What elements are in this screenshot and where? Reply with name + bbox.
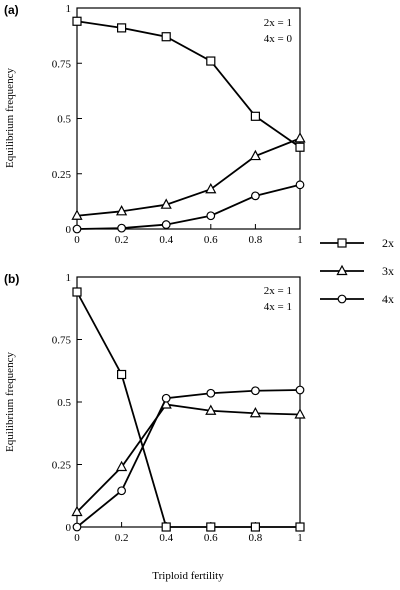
panel-a-series-2x-point — [206, 56, 216, 66]
panel-a-series-4x-point — [117, 223, 126, 233]
panel-b-series-3x-point — [205, 404, 217, 415]
panel-a-series-2x-line — [76, 20, 301, 148]
panel-a-series-2x-point — [116, 23, 127, 33]
panel-a-param-2x: 2x = 1 — [264, 17, 292, 29]
legend-3x-marker — [336, 264, 348, 276]
panel-a-param-4x: 4x = 0 — [264, 33, 293, 45]
panel-a-series-4x-point — [161, 220, 171, 229]
panel-b-param-2x: 2x = 1 — [264, 285, 292, 297]
panel-a-series-3x-point — [205, 182, 217, 194]
panel-b-series-3x-point — [294, 408, 306, 419]
panel-a-series-4x-point — [72, 224, 82, 234]
panel-b-series-4x-point — [295, 385, 305, 395]
panel-b-series-4x-line — [76, 389, 301, 528]
panel-b-y-tick-label: 0.75 — [52, 335, 72, 347]
panel-b-y-tick-label: 0.25 — [52, 460, 72, 472]
panel-a-series — [71, 16, 306, 234]
panel-b-frame — [76, 276, 301, 528]
panel-a-label: (a) — [4, 3, 19, 17]
panel-b-x-tick-label: 0.8 — [249, 532, 263, 544]
panel-a-ticks: 0 0.2 0.4 0.6 0.8 1 0 0.25 0.5 0.75 1 — [52, 3, 303, 246]
panel-a-series-4x-point — [295, 180, 305, 190]
panel-a-y-tick-label: 0.25 — [52, 169, 72, 181]
panel-a-series-2x-point — [161, 32, 171, 42]
panel-b-series-4x-point — [161, 393, 171, 403]
legend-4x-label: 4x — [382, 292, 394, 306]
panel-b-param-4x: 4x = 1 — [264, 301, 292, 313]
panel-b-y-tick-label: 0 — [66, 522, 72, 534]
panel-b-series-4x-point — [206, 388, 216, 398]
panel-b-series-4x-point — [72, 522, 82, 532]
panel-a-x-tick-label: 1 — [297, 234, 303, 246]
legend-3x-label: 3x — [382, 264, 394, 278]
panel-a-x-tick-label: 0.2 — [115, 234, 129, 246]
panel-a-y-tick-label: 0.5 — [57, 114, 71, 126]
panel-b-series-3x-line — [76, 403, 301, 513]
panel-a-series-2x-point — [72, 16, 82, 26]
panel-a-series-4x-point — [206, 211, 216, 221]
panel-a-x-tick-label: 0.8 — [249, 234, 263, 246]
panel-b-x-tick-label: 0.6 — [204, 532, 218, 544]
panel-a-series-3x-line — [76, 137, 301, 217]
panel-b-series-4x-point — [250, 386, 260, 396]
panel-b-series — [71, 287, 306, 532]
panel-b-series-2x-point — [72, 287, 82, 297]
panel-b-x-tick-label: 0 — [74, 532, 80, 544]
panel-a-series-2x-point — [250, 111, 260, 121]
panel-b-series-2x-point — [295, 522, 305, 532]
panel-a-series-4x-point — [250, 191, 260, 201]
panel-a-y-tick-label: 1 — [66, 3, 72, 15]
panel-b-series-2x-point — [116, 369, 127, 380]
panel-b-x-tick-label: 1 — [297, 532, 303, 544]
panel-a-series-3x-point — [294, 132, 306, 143]
legend-2x-label: 2x — [382, 236, 394, 250]
panel-b-y-axis-title: Equilibrium frequency — [4, 352, 16, 452]
panel-b-x-tick-label: 0.2 — [115, 532, 129, 544]
panel-a-series-3x-point — [160, 198, 172, 209]
panel-b-y-tick-label: 1 — [66, 272, 72, 284]
panel-a-x-tick-label: 0 — [74, 234, 80, 246]
legend-2x-marker — [337, 238, 347, 248]
panel-b-series-2x-point — [250, 522, 260, 532]
panel-b-x-axis-title: Triploid fertility — [152, 570, 224, 582]
panel-b-label: (b) — [4, 272, 19, 286]
panel-b: (b) Equilibrium frequency 2x = 1 4x = 1 … — [4, 272, 306, 582]
panel-b-series-2x-point — [206, 522, 216, 532]
legend-4x-marker — [337, 294, 347, 304]
panel-a-series-2x-point — [295, 142, 305, 152]
panel-b-series-2x-point — [161, 522, 171, 532]
panel-a-series-3x-point — [71, 209, 83, 220]
panel-a-series-4x-line — [76, 183, 301, 230]
panel-b-series-3x-point — [249, 406, 262, 418]
panel-a-series-3x-point — [115, 205, 128, 216]
panel-b-series-3x-point — [115, 460, 128, 472]
panel-b-x-tick-label: 0.4 — [159, 532, 173, 544]
panel-a-x-tick-label: 0.4 — [159, 234, 173, 246]
legend: 2x 3x 4x — [320, 236, 394, 306]
panel-b-series-3x-point — [71, 505, 83, 517]
panel-a-x-tick-label: 0.6 — [204, 234, 218, 246]
panel-a-y-tick-label: 0 — [66, 224, 72, 236]
panel-a: (a) Equilibrium frequency 2x = 1 4x = 0 … — [4, 3, 306, 246]
panel-a-y-tick-label: 0.75 — [52, 58, 72, 70]
panel-b-series-4x-point — [117, 486, 126, 496]
panel-a-series-3x-point — [249, 149, 262, 161]
panel-b-y-tick-label: 0.5 — [57, 397, 71, 409]
panel-a-y-axis-title: Equilibrium frequency — [4, 68, 16, 168]
panel-b-series-2x-line — [76, 291, 300, 528]
